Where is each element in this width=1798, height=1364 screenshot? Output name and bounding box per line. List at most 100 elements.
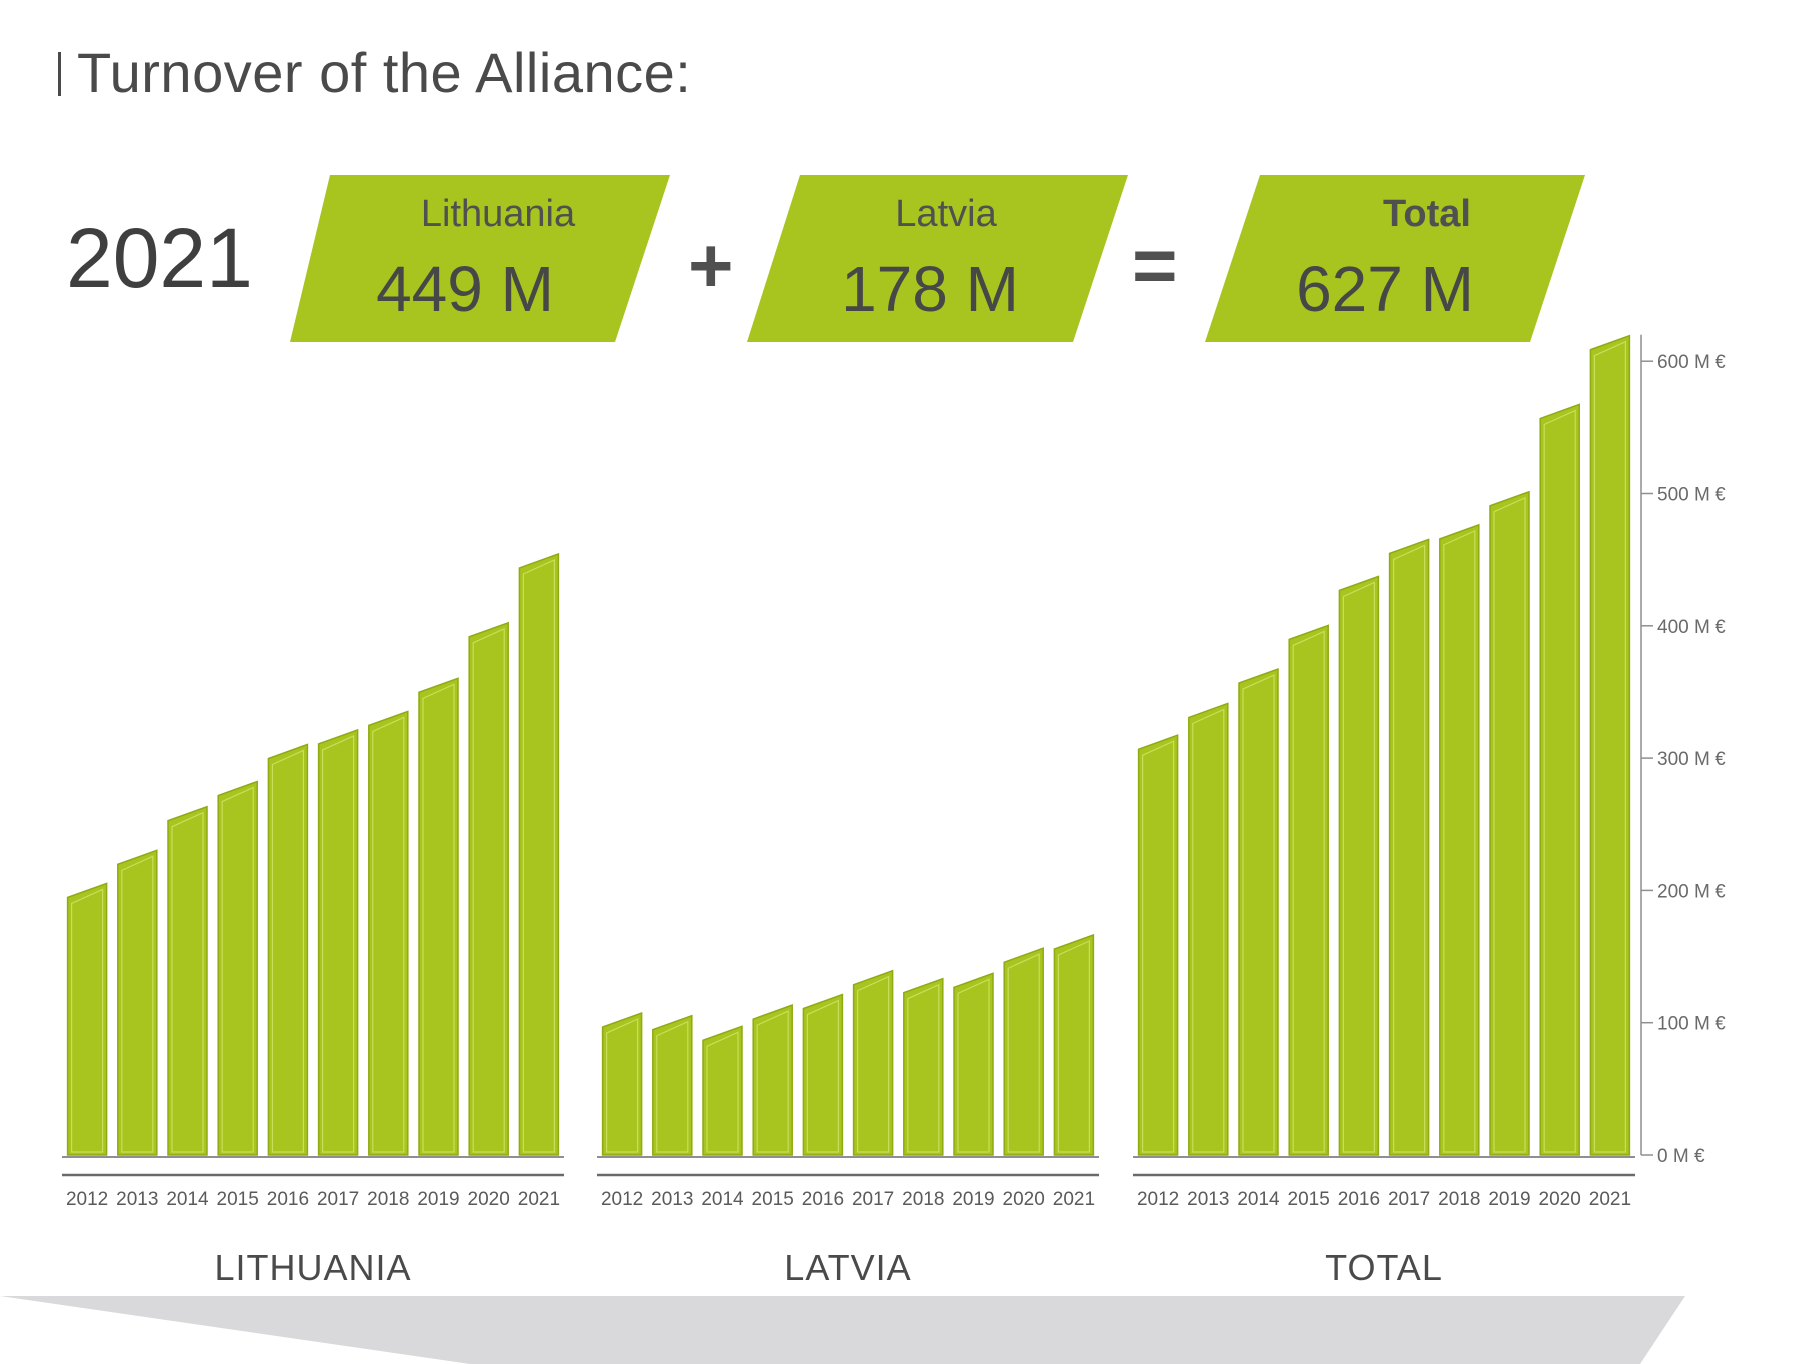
title-divider bbox=[58, 52, 61, 96]
latvia-bar-highlight-2015 bbox=[756, 1010, 789, 1153]
total-chart-title: TOTAL bbox=[1325, 1247, 1443, 1288]
total-year-label: 2015 bbox=[1288, 1189, 1330, 1210]
total-year-label: 2020 bbox=[1539, 1189, 1581, 1210]
total-bar-highlight-2018 bbox=[1443, 529, 1476, 1153]
lithuania-bar-highlight-2020 bbox=[472, 627, 505, 1153]
latvia-bar-highlight-2016 bbox=[806, 999, 840, 1153]
total-box-label: Total bbox=[1383, 193, 1471, 235]
total-year-label: 2016 bbox=[1338, 1189, 1380, 1210]
latvia-bar-highlight-2018 bbox=[907, 983, 940, 1153]
lithuania-bar-2013 bbox=[117, 849, 158, 1156]
total-box-value: 627 M bbox=[1296, 253, 1474, 325]
y-axis-tick-label: 300 M € bbox=[1657, 749, 1726, 770]
total-year-label: 2014 bbox=[1237, 1189, 1280, 1210]
latvia-bar-highlight-2014 bbox=[706, 1031, 739, 1153]
lithuania-year-label: 2017 bbox=[317, 1189, 359, 1210]
footer-band bbox=[0, 1296, 1685, 1364]
lithuania-bar-highlight-2018 bbox=[372, 716, 405, 1153]
latvia-year-label: 2017 bbox=[852, 1189, 894, 1210]
total-bar-2013 bbox=[1188, 702, 1229, 1156]
summary-box-latvia bbox=[747, 175, 1128, 342]
lithuania-year-label: 2012 bbox=[66, 1189, 108, 1210]
lithuania-bar-highlight-2021 bbox=[522, 559, 556, 1153]
lithuania-bar-2012 bbox=[66, 882, 108, 1156]
plus-sign: + bbox=[688, 221, 734, 309]
latvia-bar-highlight-2012 bbox=[605, 1018, 639, 1153]
latvia-year-label: 2015 bbox=[752, 1189, 794, 1210]
lithuania-year-label: 2018 bbox=[367, 1189, 409, 1210]
lithuania-bar-2016 bbox=[267, 743, 309, 1156]
page-title-text: Turnover of the Alliance: bbox=[77, 41, 692, 104]
lithuania-year-label: 2020 bbox=[468, 1189, 510, 1210]
latvia-year-label: 2012 bbox=[601, 1189, 643, 1210]
lithuania-bar-highlight-2017 bbox=[322, 735, 355, 1153]
total-bar-highlight-2020 bbox=[1543, 409, 1576, 1153]
latvia-chart-title: LATVIA bbox=[784, 1247, 911, 1288]
total-year-label: 2013 bbox=[1187, 1189, 1229, 1210]
y-axis-tick-label: 0 M € bbox=[1657, 1146, 1705, 1167]
lithuania-chart-title: LITHUANIA bbox=[214, 1247, 411, 1288]
latvia-year-label: 2016 bbox=[802, 1189, 844, 1210]
lithuania-bar-highlight-2015 bbox=[221, 786, 254, 1153]
lithuania-year-label: 2021 bbox=[518, 1189, 560, 1210]
total-bar-2012 bbox=[1137, 734, 1179, 1156]
latvia-bar-2019 bbox=[953, 972, 994, 1156]
latvia-bar-2018 bbox=[903, 977, 944, 1156]
latvia-bar-highlight-2021 bbox=[1057, 940, 1091, 1153]
total-bar-highlight-2012 bbox=[1141, 740, 1175, 1153]
lithuania-year-label: 2013 bbox=[116, 1189, 158, 1210]
latvia-bar-2017 bbox=[852, 969, 894, 1156]
total-bar-2021 bbox=[1589, 334, 1631, 1156]
total-bar-highlight-2021 bbox=[1593, 340, 1627, 1153]
total-bar-2020 bbox=[1539, 403, 1580, 1156]
total-bar-2016 bbox=[1338, 575, 1380, 1156]
total-bar-highlight-2016 bbox=[1342, 581, 1376, 1153]
total-bar-highlight-2015 bbox=[1292, 630, 1325, 1153]
latvia-bar-2015 bbox=[752, 1004, 793, 1156]
latvia-bar-2021 bbox=[1053, 933, 1095, 1156]
equals-sign: = bbox=[1132, 221, 1178, 309]
total-year-label: 2018 bbox=[1438, 1189, 1480, 1210]
lithuania-bar-2014 bbox=[167, 805, 208, 1156]
lithuania-bar-2021 bbox=[518, 552, 560, 1156]
lithuania-bar-2018 bbox=[368, 710, 409, 1156]
lithuania-bar-2019 bbox=[418, 677, 459, 1156]
latvia-bar-highlight-2019 bbox=[957, 978, 990, 1153]
total-bar-highlight-2014 bbox=[1242, 674, 1275, 1153]
latvia-year-label: 2018 bbox=[902, 1189, 944, 1210]
summary-year: 2021 bbox=[66, 211, 253, 305]
y-axis-tick-label: 200 M € bbox=[1657, 881, 1726, 902]
y-axis-tick-label: 100 M € bbox=[1657, 1014, 1726, 1035]
lithuania-bar-2020 bbox=[468, 621, 509, 1156]
lithuania-year-label: 2016 bbox=[267, 1189, 309, 1210]
y-axis-tick-label: 500 M € bbox=[1657, 485, 1726, 506]
summary-box-total bbox=[1205, 175, 1585, 342]
latvia-bar-2013 bbox=[652, 1014, 693, 1156]
lithuania-year-label: 2014 bbox=[166, 1189, 209, 1210]
lithuania-bar-highlight-2012 bbox=[70, 888, 104, 1153]
latvia-year-label: 2020 bbox=[1003, 1189, 1045, 1210]
total-year-label: 2012 bbox=[1137, 1189, 1179, 1210]
lithuania-bar-highlight-2019 bbox=[422, 683, 455, 1153]
latvia-year-label: 2021 bbox=[1053, 1189, 1095, 1210]
total-bar-2017 bbox=[1388, 538, 1430, 1156]
total-bar-highlight-2013 bbox=[1192, 708, 1225, 1153]
page-title: Turnover of the Alliance: bbox=[58, 40, 691, 105]
bar-charts: 2012 2013 2014 2015 2016 2017 2018 2019 2020 2021… bbox=[62, 334, 1726, 1288]
lithuania-year-label: 2015 bbox=[217, 1189, 259, 1210]
latvia-bar-2012 bbox=[601, 1011, 643, 1156]
lithuania-bar-2015 bbox=[217, 780, 258, 1156]
latvia-box-label: Latvia bbox=[895, 193, 997, 235]
latvia-year-label: 2014 bbox=[701, 1189, 744, 1210]
latvia-bar-2016 bbox=[802, 993, 844, 1156]
lithuania-year-label: 2019 bbox=[417, 1189, 459, 1210]
lithuania-bar-highlight-2016 bbox=[271, 749, 304, 1153]
y-axis-tick-label: 600 M € bbox=[1657, 352, 1726, 373]
latvia-bar-highlight-2013 bbox=[656, 1020, 689, 1153]
lithuania-bar-highlight-2014 bbox=[171, 811, 204, 1153]
total-year-label: 2019 bbox=[1488, 1189, 1530, 1210]
total-bar-2018 bbox=[1439, 523, 1480, 1156]
latvia-bar-2014 bbox=[702, 1025, 743, 1156]
